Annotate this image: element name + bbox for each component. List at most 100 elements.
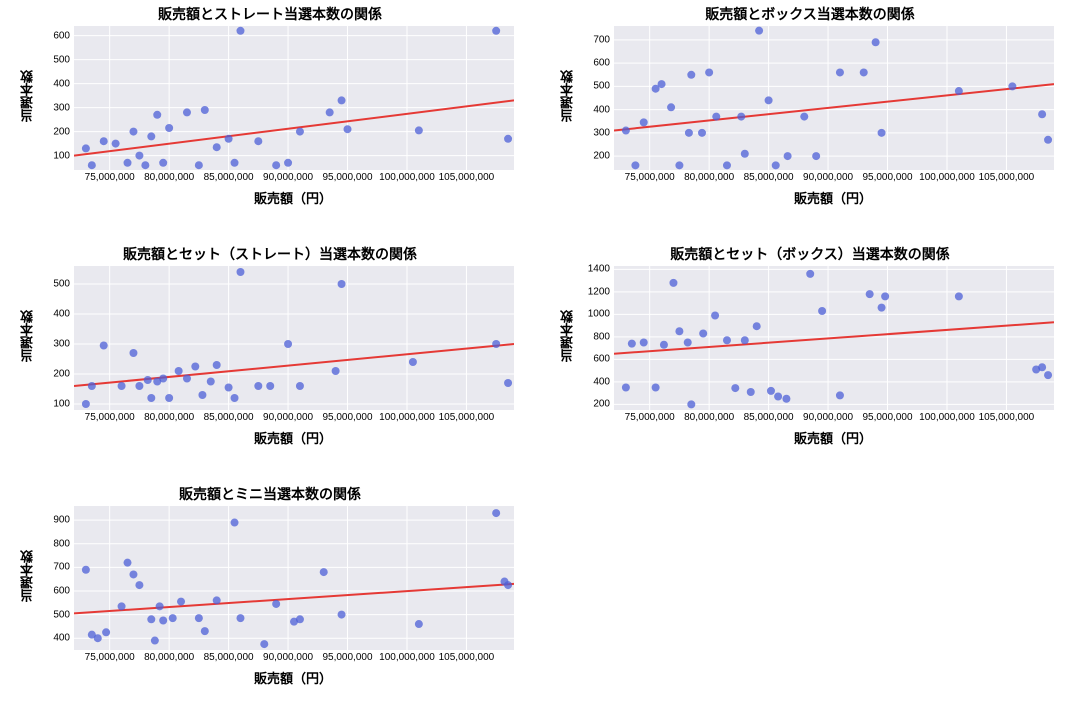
data-point [156, 602, 164, 610]
xtick: 80,000,000 [144, 170, 194, 183]
data-point [652, 384, 660, 392]
data-point [836, 68, 844, 76]
data-point [818, 307, 826, 315]
data-point [183, 375, 191, 383]
ytick: 500 [53, 279, 74, 290]
data-point [272, 161, 280, 169]
ytick: 600 [53, 30, 74, 41]
data-point [296, 615, 304, 623]
chart-title-set_box: 販売額とセット（ボックス）当選本数の関係 [540, 244, 1080, 264]
xlabel: 販売額（円） [254, 668, 332, 687]
ylabel: 当選本数 [18, 310, 37, 362]
data-point [88, 161, 96, 169]
xtick: 75,000,000 [625, 410, 675, 423]
data-point [124, 159, 132, 167]
ytick: 600 [593, 354, 614, 365]
data-point [272, 600, 280, 608]
xtick: 75,000,000 [85, 650, 135, 663]
ytick: 400 [593, 104, 614, 115]
chart-title-box: 販売額とボックス当選本数の関係 [540, 4, 1080, 24]
data-point [151, 637, 159, 645]
data-point [712, 113, 720, 121]
data-point [669, 279, 677, 287]
data-point [774, 393, 782, 401]
data-point [1044, 136, 1052, 144]
data-point [320, 568, 328, 576]
data-point [660, 341, 668, 349]
data-point [236, 268, 244, 276]
data-point [191, 363, 199, 371]
data-point [118, 382, 126, 390]
data-point [225, 135, 233, 143]
ytick: 200 [53, 126, 74, 137]
ytick: 300 [593, 127, 614, 138]
data-point [866, 290, 874, 298]
ytick: 600 [593, 58, 614, 69]
ytick: 1000 [588, 309, 614, 320]
data-point [338, 96, 346, 104]
data-point [878, 129, 886, 137]
xtick: 105,000,000 [439, 650, 495, 663]
data-point [622, 384, 630, 392]
ytick: 200 [593, 151, 614, 162]
ylabel: 当選本数 [18, 70, 37, 122]
data-point [231, 159, 239, 167]
data-point [135, 152, 143, 160]
data-point [225, 384, 233, 392]
data-point [332, 367, 340, 375]
ylabel: 当選本数 [558, 70, 577, 122]
data-point [881, 292, 889, 300]
data-point [135, 382, 143, 390]
data-point [731, 384, 739, 392]
ytick: 700 [53, 562, 74, 573]
data-point [800, 113, 808, 121]
data-point [175, 367, 183, 375]
data-point [100, 342, 108, 350]
xtick: 85,000,000 [744, 170, 794, 183]
ytick: 1200 [588, 286, 614, 297]
xtick: 90,000,000 [263, 410, 313, 423]
xtick: 85,000,000 [204, 170, 254, 183]
data-point [504, 135, 512, 143]
data-point [492, 340, 500, 348]
data-point [1038, 110, 1046, 118]
ytick: 700 [593, 34, 614, 45]
xtick: 100,000,000 [919, 410, 975, 423]
data-point [260, 640, 268, 648]
data-point [878, 304, 886, 312]
chart-box: 20030040050060070075,000,00080,000,00085… [614, 26, 1054, 170]
data-point [201, 627, 209, 635]
data-point [129, 349, 137, 357]
xtick: 85,000,000 [204, 650, 254, 663]
data-point [112, 140, 120, 148]
data-point [88, 382, 96, 390]
ytick: 300 [53, 339, 74, 350]
data-point [705, 68, 713, 76]
data-point [747, 388, 755, 396]
ytick: 400 [593, 376, 614, 387]
data-point [207, 378, 215, 386]
data-point [741, 150, 749, 158]
data-point [628, 340, 636, 348]
data-point [198, 391, 206, 399]
data-point [338, 280, 346, 288]
data-point [836, 391, 844, 399]
ytick: 1400 [588, 264, 614, 275]
data-point [100, 137, 108, 145]
data-point [231, 394, 239, 402]
ytick: 300 [53, 102, 74, 113]
data-point [195, 614, 203, 622]
data-point [231, 519, 239, 527]
ytick: 100 [53, 399, 74, 410]
data-point [753, 322, 761, 330]
ylabel: 当選本数 [18, 550, 37, 602]
ylabel: 当選本数 [558, 310, 577, 362]
chart-set_box: 20040060080010001200140075,000,00080,000… [614, 266, 1054, 410]
data-point [284, 159, 292, 167]
chart-title-straight: 販売額とストレート当選本数の関係 [0, 4, 540, 24]
data-point [1044, 371, 1052, 379]
xlabel: 販売額（円） [794, 428, 872, 447]
data-point [684, 339, 692, 347]
data-point [296, 382, 304, 390]
data-point [236, 614, 244, 622]
